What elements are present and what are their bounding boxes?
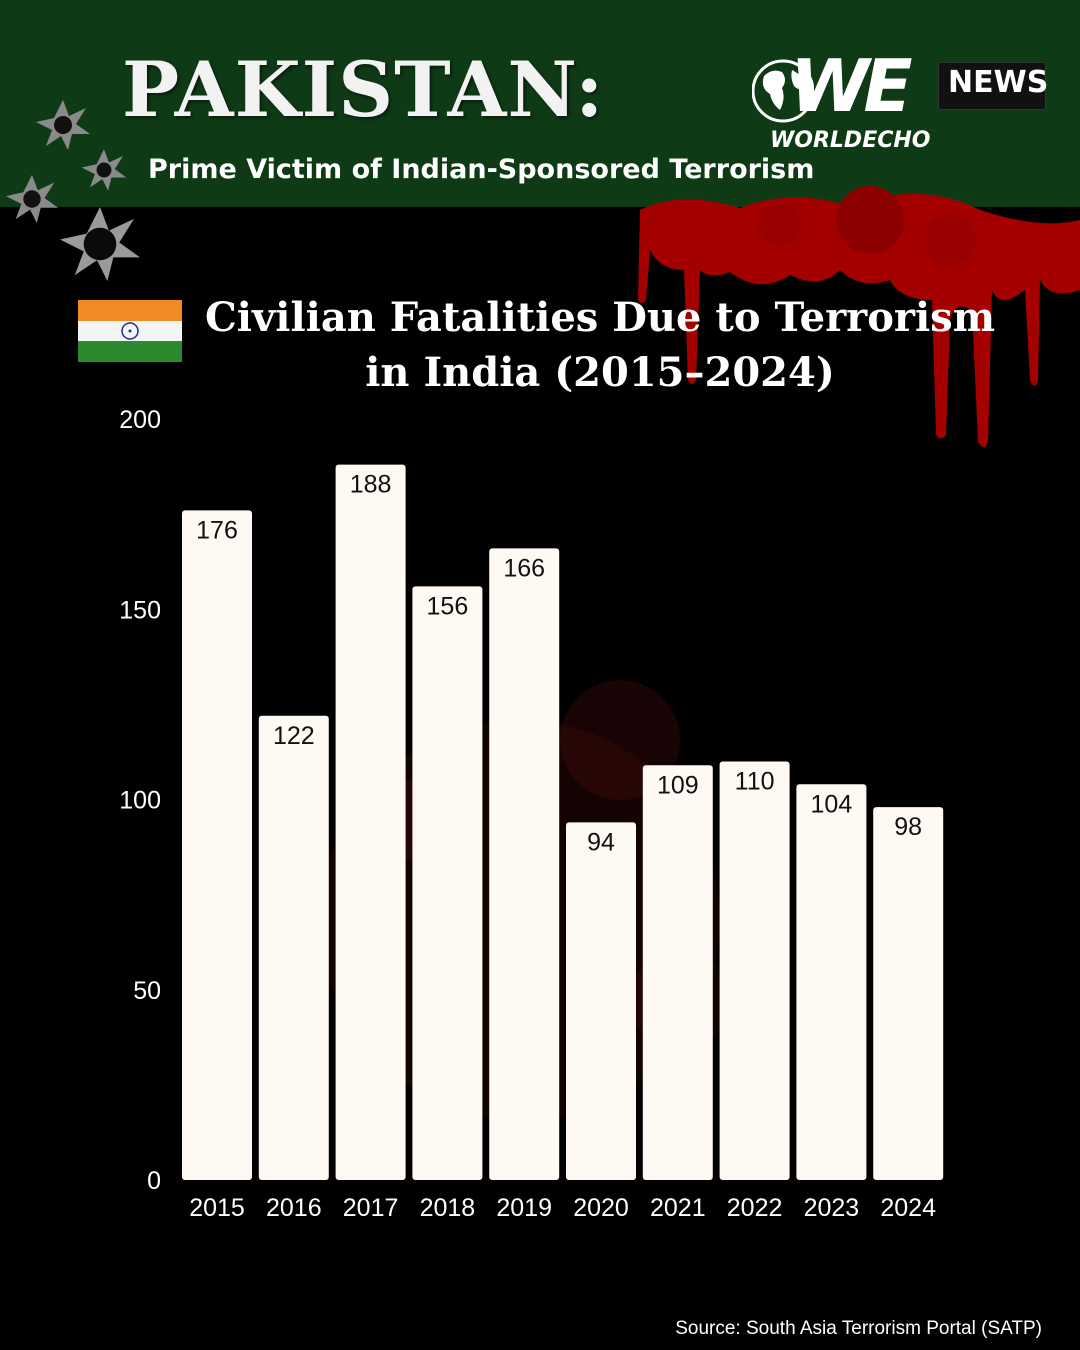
- x-tick-label-2022: 2022: [727, 1194, 783, 1222]
- bar-2019: [489, 548, 560, 1180]
- bar-2021: [642, 765, 713, 1180]
- bar-2016: [258, 715, 329, 1180]
- chart-title-line-1: Civilian Fatalities Due to Terrorism: [204, 294, 996, 341]
- bar-2023: [796, 784, 867, 1180]
- x-tick-label-2015: 2015: [189, 1194, 245, 1222]
- bar-2018: [412, 586, 483, 1180]
- data-label-2015: 176: [196, 516, 238, 544]
- x-tick-label-2024: 2024: [880, 1194, 936, 1222]
- data-label-2024: 98: [894, 813, 922, 841]
- data-label-2017: 188: [350, 471, 392, 499]
- data-label-2021: 109: [657, 771, 699, 799]
- bullet-hole-icon: [60, 206, 140, 282]
- bar-2022: [719, 761, 790, 1180]
- data-label-2016: 122: [273, 722, 315, 750]
- data-label-2022: 110: [735, 767, 775, 795]
- bullet-hole-icon: [5, 174, 59, 224]
- y-tick-label: 150: [119, 596, 161, 624]
- logo-brand: WORLDECHO: [770, 128, 931, 153]
- chart-title: Civilian Fatalities Due to Terrorism in …: [200, 290, 1000, 400]
- bar-2015: [182, 510, 252, 1180]
- source-note: Source: South Asia Terrorism Portal (SAT…: [675, 1318, 1042, 1339]
- x-tick-label-2019: 2019: [496, 1194, 552, 1222]
- bar-2017: [335, 464, 406, 1180]
- globe-icon: [752, 59, 814, 123]
- news-badge: NEWS: [948, 65, 1049, 100]
- bar-2020: [566, 822, 636, 1180]
- data-label-2019: 166: [503, 554, 545, 582]
- y-tick-label: 200: [119, 406, 161, 434]
- y-tick-label: 100: [119, 787, 161, 815]
- x-tick-label-2017: 2017: [343, 1194, 399, 1222]
- data-label-2020: 94: [587, 828, 615, 856]
- india-flag-icon: [78, 300, 182, 362]
- x-tick-label-2018: 2018: [420, 1194, 476, 1222]
- bullet-hole-icon: [36, 100, 90, 150]
- x-tick-label-2020: 2020: [573, 1194, 629, 1222]
- logo-mark: WE: [790, 44, 913, 128]
- y-tick-label: 50: [133, 977, 161, 1005]
- data-label-2018: 156: [427, 592, 469, 620]
- blood-drip-icon: [638, 186, 1080, 447]
- y-tick-label: 0: [147, 1167, 161, 1195]
- data-label-2023: 104: [811, 790, 853, 818]
- x-tick-label-2023: 2023: [804, 1194, 860, 1222]
- x-tick-label-2016: 2016: [266, 1194, 322, 1222]
- headline: PAKISTAN:: [122, 45, 605, 134]
- bar-2024: [873, 807, 944, 1180]
- x-tick-label-2021: 2021: [650, 1194, 706, 1222]
- chart-title-line-2: in India (2015–2024): [365, 349, 835, 396]
- subheadline: Prime Victim of Indian-Sponsored Terrori…: [148, 154, 815, 185]
- header-banner: PAKISTAN: Prime Victim of Indian-Sponsor…: [0, 0, 1080, 207]
- bullet-hole-icon: [81, 149, 127, 191]
- news-badge-bg: [938, 62, 1046, 110]
- worldecho-news-logo: WE NEWS WORLDECHO: [752, 50, 1052, 166]
